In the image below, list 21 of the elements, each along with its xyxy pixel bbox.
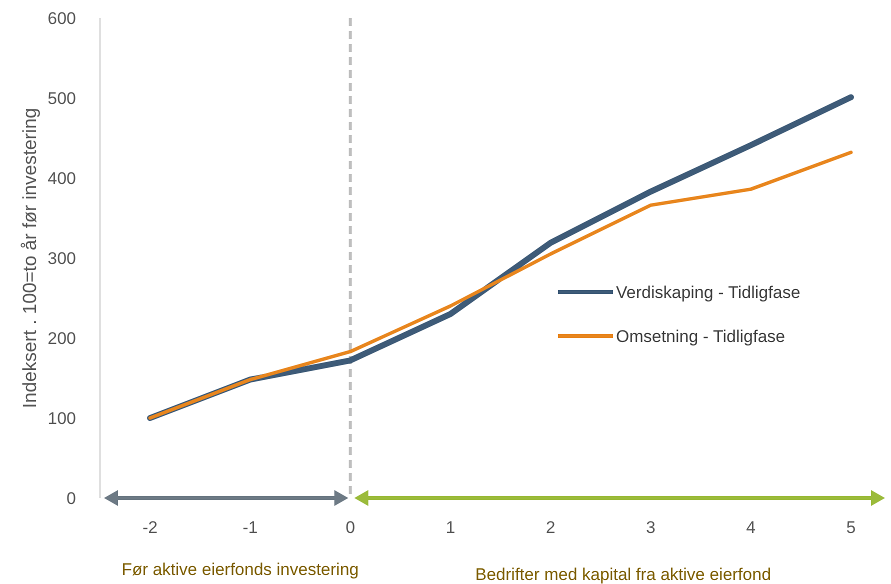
y-tick-label: 200 xyxy=(48,328,76,348)
x-tick-label: -2 xyxy=(142,518,158,537)
x-tick-label: 0 xyxy=(346,518,356,537)
x-tick-label: 2 xyxy=(546,518,556,537)
x-tick-label: 5 xyxy=(846,518,856,537)
y-axis-title: Indeksert . 100=to år før investering xyxy=(20,108,41,408)
legend-label: Omsetning - Tidligfase xyxy=(616,326,786,346)
x-tick-label: -1 xyxy=(242,518,258,537)
y-tick-label: 500 xyxy=(48,88,76,108)
y-tick-label: 0 xyxy=(66,488,76,508)
y-tick-label: 400 xyxy=(48,168,76,188)
text: Bedrifter med kapital fra aktive eierfond xyxy=(475,565,772,584)
x-tick-label: 1 xyxy=(446,518,456,537)
y-tick-label: 600 xyxy=(48,8,76,28)
text: Før aktive eierfonds investering xyxy=(122,560,359,579)
x-tick-label: 3 xyxy=(646,518,656,537)
y-tick-label: 300 xyxy=(48,248,76,268)
line-series xyxy=(148,150,853,420)
legend-label: Verdiskaping - Tidligfase xyxy=(616,282,800,302)
x-tick-label: 4 xyxy=(746,518,756,537)
y-tick-label: 100 xyxy=(48,408,76,428)
